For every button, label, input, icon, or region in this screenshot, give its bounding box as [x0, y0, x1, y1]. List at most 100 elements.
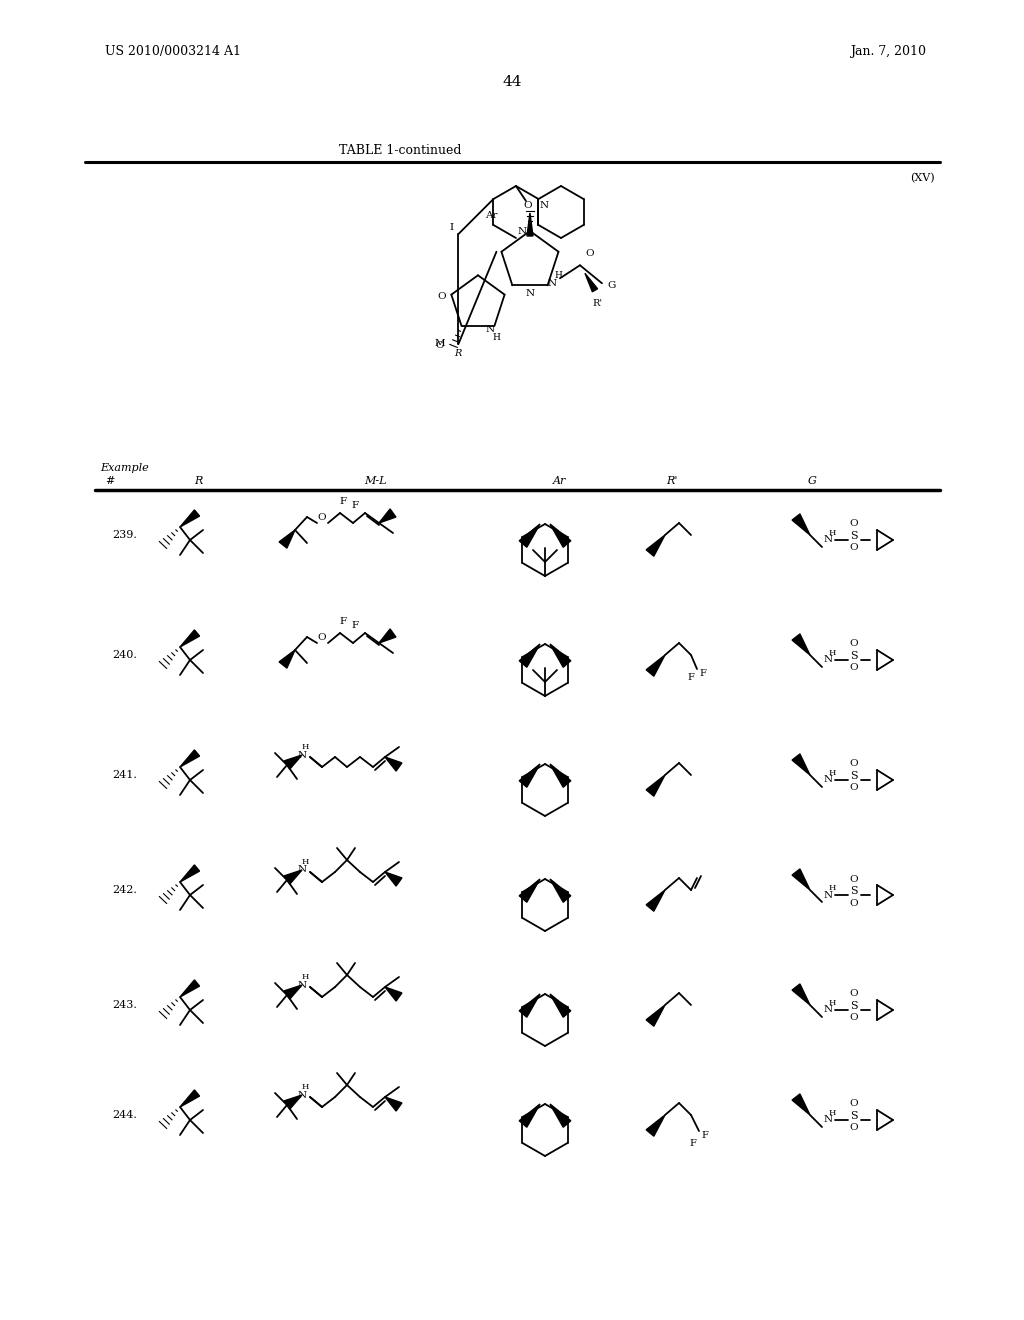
Text: N: N: [823, 891, 833, 899]
Text: G: G: [608, 281, 616, 290]
Text: H: H: [828, 529, 836, 537]
Text: O: O: [850, 899, 858, 908]
Text: F: F: [339, 496, 346, 506]
Text: I: I: [450, 223, 454, 231]
Text: N: N: [517, 227, 526, 236]
Text: 244.: 244.: [112, 1110, 137, 1119]
Polygon shape: [285, 755, 302, 770]
Text: M-L: M-L: [364, 477, 386, 486]
Text: F: F: [339, 616, 346, 626]
Text: 240.: 240.: [112, 649, 137, 660]
Polygon shape: [285, 870, 302, 884]
Polygon shape: [519, 994, 540, 1018]
Polygon shape: [527, 213, 532, 236]
Text: TABLE 1-continued: TABLE 1-continued: [339, 144, 461, 157]
Polygon shape: [550, 524, 570, 548]
Text: US 2010/0003214 A1: US 2010/0003214 A1: [105, 45, 241, 58]
Text: R': R': [667, 477, 678, 486]
Text: N: N: [297, 981, 306, 990]
Text: N: N: [297, 1090, 306, 1100]
Text: 242.: 242.: [112, 884, 137, 895]
Polygon shape: [285, 985, 302, 999]
Text: N: N: [297, 751, 306, 759]
Text: N: N: [525, 289, 535, 298]
Polygon shape: [792, 869, 810, 890]
Text: F: F: [699, 668, 707, 677]
Polygon shape: [550, 644, 570, 667]
Polygon shape: [585, 273, 598, 292]
Text: O: O: [850, 1014, 858, 1023]
Text: F: F: [351, 500, 358, 510]
Text: (XV): (XV): [910, 173, 935, 183]
Text: N: N: [485, 326, 495, 334]
Polygon shape: [180, 510, 200, 527]
Text: N: N: [823, 1006, 833, 1015]
Text: #: #: [105, 477, 115, 486]
Polygon shape: [180, 750, 200, 767]
Text: H: H: [301, 858, 308, 866]
Polygon shape: [385, 987, 401, 1001]
Polygon shape: [379, 510, 396, 523]
Text: H: H: [301, 973, 308, 981]
Polygon shape: [280, 531, 295, 548]
Text: 44: 44: [502, 75, 522, 88]
Text: S: S: [850, 886, 858, 896]
Text: Jan. 7, 2010: Jan. 7, 2010: [850, 45, 926, 58]
Polygon shape: [550, 1104, 570, 1127]
Text: O: O: [586, 248, 594, 257]
Text: N: N: [823, 776, 833, 784]
Polygon shape: [646, 535, 665, 556]
Polygon shape: [646, 655, 665, 676]
Text: H: H: [828, 999, 836, 1007]
Polygon shape: [792, 513, 810, 535]
Text: R: R: [454, 350, 461, 359]
Text: H: H: [828, 884, 836, 892]
Polygon shape: [792, 754, 810, 775]
Text: S: S: [850, 1001, 858, 1011]
Text: N: N: [548, 279, 556, 288]
Text: Example: Example: [100, 463, 148, 473]
Text: 241.: 241.: [112, 770, 137, 780]
Polygon shape: [792, 634, 810, 655]
Polygon shape: [792, 983, 810, 1005]
Text: F: F: [689, 1138, 696, 1147]
Text: O: O: [317, 512, 327, 521]
Text: S: S: [850, 531, 858, 541]
Text: O: O: [850, 759, 858, 768]
Polygon shape: [519, 764, 540, 787]
Polygon shape: [180, 630, 200, 647]
Text: Ar: Ar: [553, 477, 566, 486]
Polygon shape: [550, 994, 570, 1018]
Text: R': R': [593, 298, 603, 308]
Polygon shape: [285, 1096, 302, 1109]
Polygon shape: [385, 873, 401, 886]
Text: N: N: [823, 536, 833, 544]
Text: O: O: [850, 784, 858, 792]
Text: 243.: 243.: [112, 1001, 137, 1010]
Text: O: O: [523, 202, 532, 210]
Polygon shape: [646, 1005, 665, 1026]
Text: H: H: [301, 1082, 308, 1092]
Text: O: O: [850, 990, 858, 998]
Polygon shape: [280, 649, 295, 668]
Polygon shape: [646, 1115, 665, 1137]
Text: N: N: [540, 201, 549, 210]
Text: O: O: [850, 874, 858, 883]
Text: Ar: Ar: [485, 210, 498, 219]
Polygon shape: [385, 756, 401, 771]
Text: N: N: [823, 656, 833, 664]
Text: O: O: [850, 639, 858, 648]
Text: O: O: [435, 342, 443, 350]
Text: M: M: [435, 339, 445, 348]
Text: R: R: [194, 477, 202, 486]
Polygon shape: [385, 1097, 401, 1111]
Text: H: H: [301, 743, 308, 751]
Polygon shape: [550, 764, 570, 787]
Text: O: O: [437, 292, 445, 301]
Polygon shape: [646, 890, 665, 911]
Text: O: O: [850, 520, 858, 528]
Text: G: G: [808, 477, 816, 486]
Polygon shape: [519, 524, 540, 548]
Text: O: O: [317, 632, 327, 642]
Polygon shape: [180, 1090, 200, 1107]
